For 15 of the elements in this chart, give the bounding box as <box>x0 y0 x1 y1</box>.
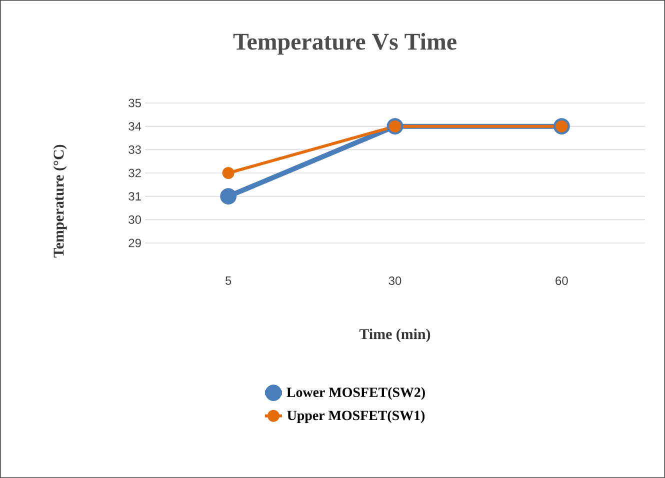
y-tick-label: 30 <box>128 215 142 224</box>
y-tick-label: 34 <box>128 122 142 131</box>
legend-label: Upper MOSFET(SW1) <box>287 410 425 423</box>
x-tick-label: 5 <box>225 276 232 285</box>
y-tick-label: 35 <box>128 98 141 108</box>
y-tick-label: 32 <box>128 168 141 178</box>
x-tick-label: 30 <box>388 276 402 285</box>
y-tick-label: 33 <box>128 145 141 154</box>
y-axis-title: Temperature (°C) <box>53 144 67 258</box>
y-tick-label: 29 <box>128 238 141 248</box>
y-tick-label: 31 <box>128 192 141 201</box>
x-axis-title: Time (min) <box>359 328 430 342</box>
chart-title: Temperature Vs Time <box>233 32 456 55</box>
legend-label: Lower MOSFET(SW2) <box>286 387 425 400</box>
x-tick-label: 60 <box>556 276 568 285</box>
